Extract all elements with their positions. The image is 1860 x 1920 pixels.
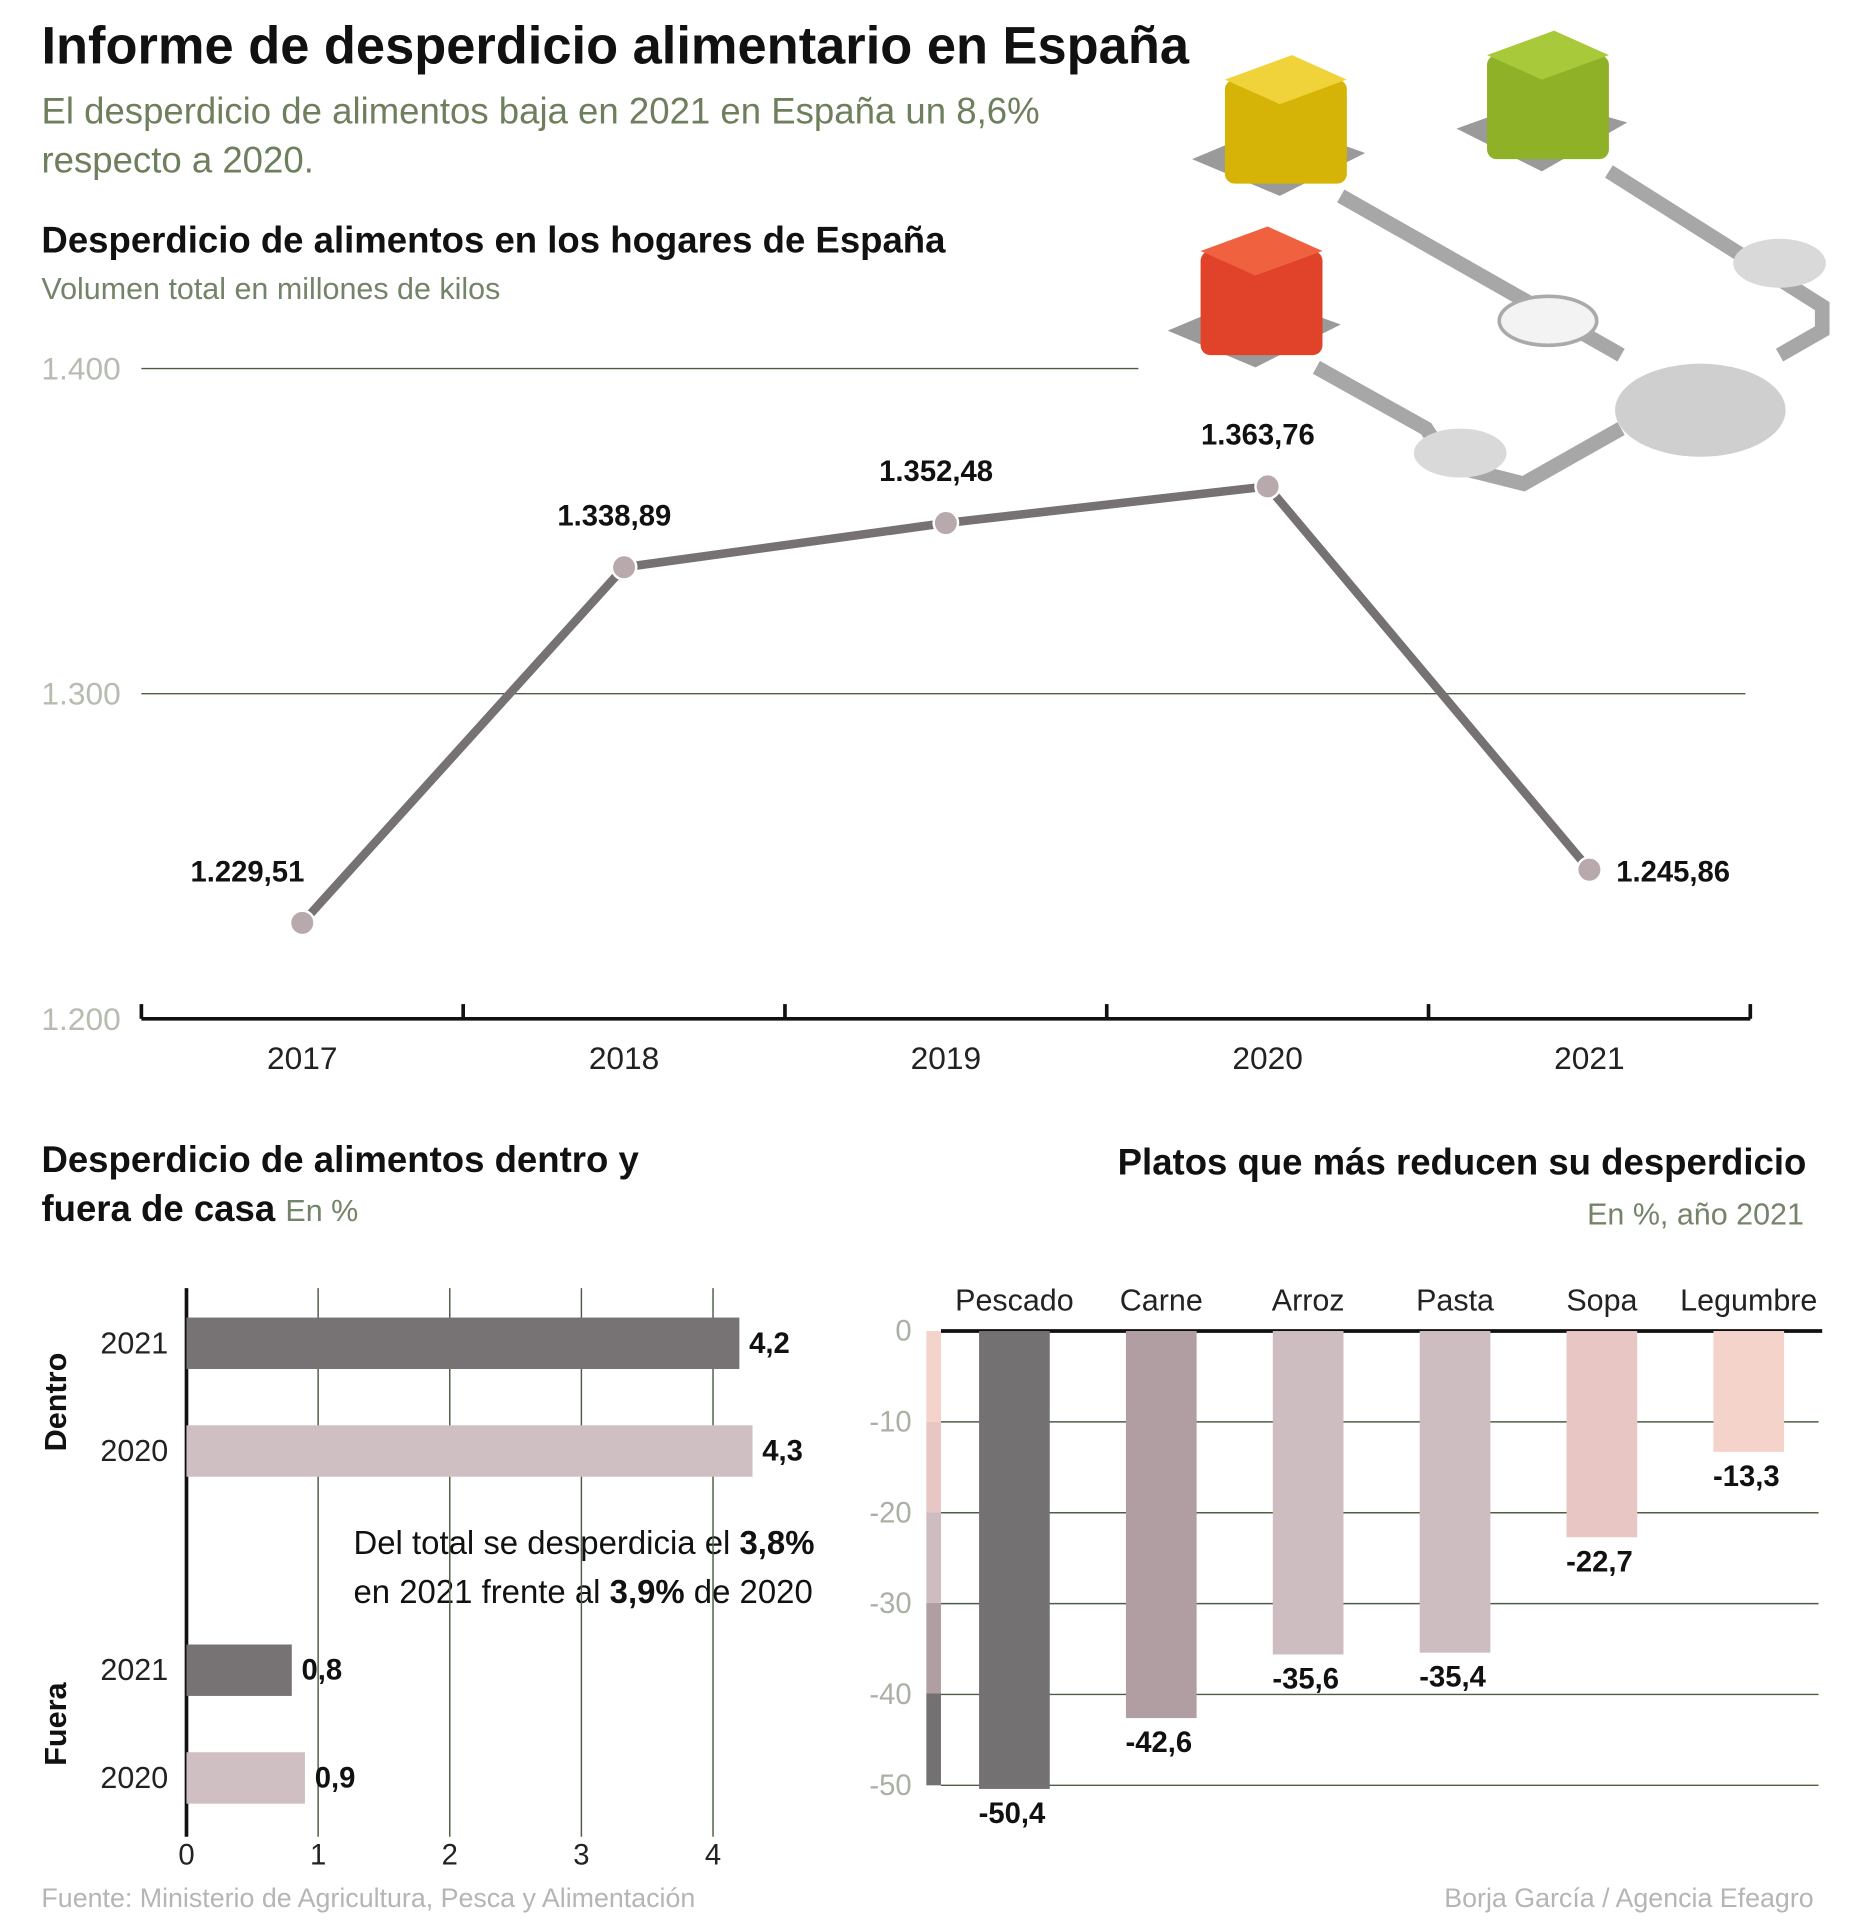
- bar: [186, 1752, 305, 1804]
- x-tick-label: 3: [573, 1839, 589, 1872]
- x-tick-label: 2017: [267, 1040, 337, 1076]
- y-tick-label: -50: [869, 1769, 911, 1802]
- x-tick-label: Pescado: [955, 1283, 1074, 1317]
- category-label: 2021: [100, 1326, 168, 1360]
- x-tick-label: 2018: [589, 1040, 659, 1076]
- chart-subtitle: Volumen total en millones de kilos: [41, 272, 500, 306]
- point: [288, 909, 316, 937]
- value-label: 0,8: [302, 1654, 343, 1687]
- x-tick-label: Legumbre: [1680, 1283, 1817, 1317]
- bar: [1272, 1331, 1344, 1655]
- line: [299, 481, 1593, 926]
- x-tick-label: Pasta: [1416, 1283, 1494, 1317]
- chart-title: Desperdicio de alimentos en los hogares …: [41, 219, 946, 260]
- y-tick-label: -30: [869, 1587, 911, 1620]
- value-label: 1.338,89: [557, 499, 671, 532]
- point: [1254, 472, 1282, 500]
- category-label: 2021: [100, 1653, 168, 1687]
- bar: [186, 1425, 753, 1477]
- annotation-text: 3,8%: [739, 1524, 815, 1562]
- x-tick-label: 1: [310, 1839, 326, 1872]
- value-label: -35,6: [1272, 1662, 1339, 1695]
- y-tick-label: -10: [869, 1405, 911, 1438]
- category-label: 2020: [100, 1761, 168, 1795]
- x-tick-label: Carne: [1120, 1283, 1203, 1317]
- annotation-text: 3,9%: [609, 1573, 685, 1611]
- chart-title: Desperdicio de alimentos dentro y fuera …: [41, 1140, 639, 1230]
- value-label: -35,4: [1419, 1661, 1486, 1694]
- point: [932, 509, 960, 537]
- value-label: -13,3: [1713, 1460, 1780, 1493]
- bar: [1125, 1331, 1197, 1719]
- bar: [1419, 1331, 1491, 1653]
- x-tick-label: Sopa: [1566, 1283, 1637, 1317]
- page-title: Informe de desperdicio alimentario en Es…: [41, 17, 1190, 76]
- annotation: Del total se desperdicia el 3,8% en 2021…: [353, 1518, 841, 1616]
- bar: [979, 1331, 1050, 1789]
- group-label: Fuera: [39, 1681, 73, 1765]
- x-tick-label: 2021: [1554, 1040, 1624, 1076]
- x-tick-label: 2019: [911, 1040, 981, 1076]
- illustration: [1167, 30, 1830, 492]
- bar: [1566, 1331, 1638, 1538]
- annotation-text: de 2020: [684, 1573, 813, 1611]
- value-label: 0,9: [315, 1761, 356, 1794]
- bar: [186, 1317, 740, 1369]
- value-label: 4,2: [749, 1327, 790, 1360]
- value-label: 4,3: [762, 1434, 803, 1467]
- point: [610, 553, 638, 581]
- annotation-text: en 2021 frente al: [353, 1573, 610, 1611]
- value-label: -22,7: [1566, 1545, 1633, 1578]
- y-tick-label: -40: [869, 1678, 911, 1711]
- y-tick-label: 1.300: [41, 676, 120, 712]
- point: [1576, 856, 1603, 884]
- chart-subtitle: En %: [285, 1193, 359, 1229]
- category-label: 2020: [100, 1434, 168, 1468]
- y-tick-label: 1.400: [41, 351, 120, 387]
- scale-strip: [926, 1331, 941, 1786]
- group-label: Dentro: [39, 1353, 73, 1452]
- value-label: -42,6: [1126, 1726, 1193, 1759]
- y-tick-label: 0: [895, 1314, 911, 1347]
- source: Fuente: Ministerio de Agricultura, Pesca…: [41, 1883, 695, 1913]
- annotation-box: Del total se desperdicia el 3,8% en 2021…: [353, 1518, 841, 1616]
- value-label: 1.229,51: [191, 855, 305, 888]
- x-tick-label: 2020: [1232, 1040, 1302, 1076]
- title-box: Informe de desperdicio alimentario en Es…: [41, 17, 1190, 76]
- x-tick-label: 0: [178, 1839, 194, 1872]
- x-tick-label: 4: [705, 1839, 721, 1872]
- value-label: 1.352,48: [879, 455, 993, 488]
- bar: [1713, 1331, 1785, 1452]
- value-label: -50,4: [979, 1797, 1046, 1830]
- x-tick-label: Arroz: [1272, 1283, 1345, 1317]
- value-label: 1.245,86: [1616, 855, 1730, 888]
- chart-title: Platos que más reducen su desperdicio: [1118, 1141, 1807, 1182]
- page-subtitle: El desperdicio de alimentos baja en 2021…: [41, 91, 1040, 182]
- x-tick-label: 2: [442, 1839, 458, 1872]
- bar: [186, 1644, 292, 1696]
- value-label: 1.363,76: [1201, 418, 1315, 451]
- chart-title-box: Desperdicio de alimentos dentro y fuera …: [41, 1140, 639, 1230]
- chart-subtitle: En %, año 2021: [1587, 1198, 1804, 1232]
- subtitle-box: El desperdicio de alimentos baja en 2021…: [41, 91, 1040, 182]
- y-tick-label: 1.200: [41, 1001, 120, 1037]
- annotation-text: Del total se desperdicia el: [353, 1524, 740, 1562]
- y-tick-label: -20: [869, 1496, 911, 1529]
- credit: Borja García / Agencia Efeagro: [1444, 1883, 1813, 1913]
